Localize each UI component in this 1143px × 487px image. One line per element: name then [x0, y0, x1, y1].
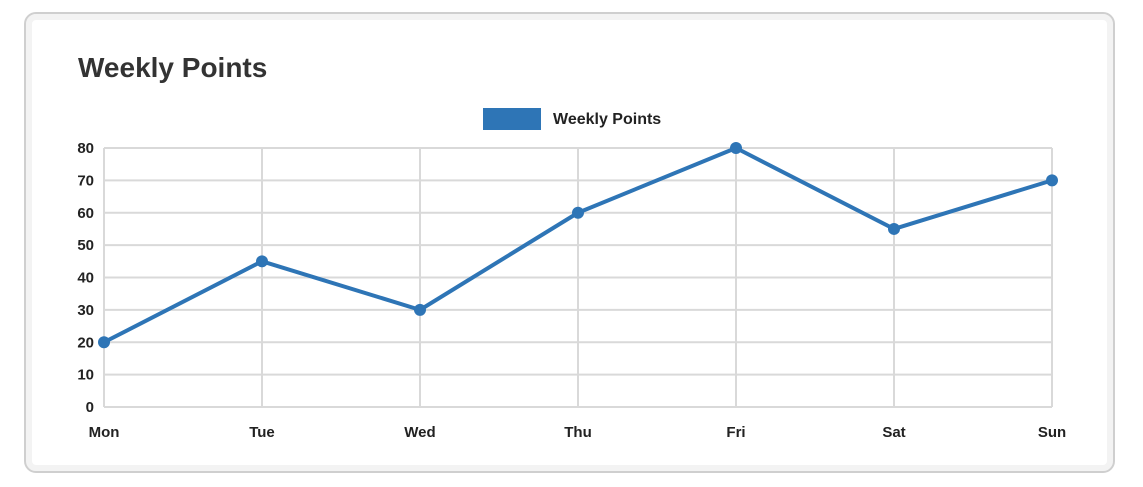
data-point [414, 303, 426, 316]
data-point [888, 222, 900, 235]
x-tick-label: Wed [404, 424, 435, 441]
x-tick-label: Thu [564, 424, 592, 441]
x-tick-label: Sat [882, 424, 905, 441]
x-tick-label: Fri [726, 424, 745, 441]
data-point [98, 336, 110, 349]
data-point [1046, 174, 1058, 187]
x-tick-label: Mon [89, 424, 120, 441]
y-tick-label: 70 [77, 172, 94, 189]
y-tick-label: 40 [77, 270, 94, 287]
x-tick-label: Tue [249, 424, 275, 441]
chart-card [24, 12, 1115, 473]
chart-title: Weekly Points [78, 52, 268, 83]
y-tick-label: 20 [77, 334, 94, 351]
y-tick-label: 0 [86, 399, 94, 416]
legend-label: Weekly Points [553, 111, 661, 128]
data-point [730, 142, 742, 154]
data-point [572, 206, 584, 219]
y-tick-label: 50 [77, 237, 94, 254]
legend-swatch [483, 108, 541, 130]
y-tick-label: 10 [77, 367, 94, 384]
data-point [256, 255, 268, 268]
y-tick-label: 30 [77, 302, 94, 319]
y-tick-label: 60 [77, 205, 94, 222]
x-tick-label: Sun [1038, 424, 1066, 441]
y-tick-label: 80 [77, 140, 94, 157]
